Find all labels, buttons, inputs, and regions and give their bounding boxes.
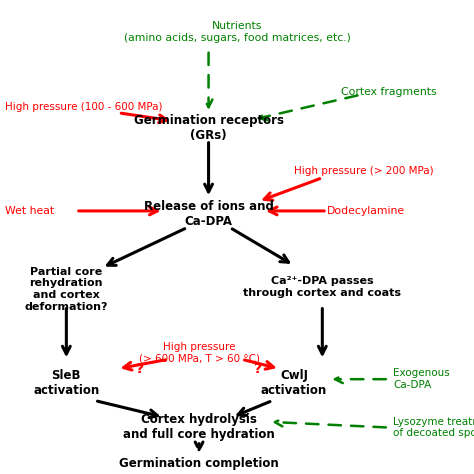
- Text: CwlJ
activation: CwlJ activation: [261, 369, 327, 397]
- Text: High pressure
(> 600 MPa, T > 60 °C): High pressure (> 600 MPa, T > 60 °C): [138, 342, 260, 364]
- Text: Cortex hydrolysis
and full core hydration: Cortex hydrolysis and full core hydratio…: [123, 412, 275, 441]
- Text: Nutrients
(amino acids, sugars, food matrices, etc.): Nutrients (amino acids, sugars, food mat…: [124, 21, 350, 43]
- Text: Dodecylamine: Dodecylamine: [327, 206, 405, 216]
- Text: SleB
activation: SleB activation: [33, 369, 100, 397]
- Text: Ca²⁺-DPA passes
through cortex and coats: Ca²⁺-DPA passes through cortex and coats: [243, 276, 401, 298]
- Text: Lysozyme treatment
of decoated spores: Lysozyme treatment of decoated spores: [393, 417, 474, 438]
- Text: High pressure (> 200 MPa): High pressure (> 200 MPa): [294, 165, 434, 176]
- Text: ?: ?: [254, 362, 263, 376]
- Text: Partial core
rehydration
and cortex
deformation?: Partial core rehydration and cortex defo…: [25, 267, 108, 311]
- Text: Wet heat: Wet heat: [5, 206, 54, 216]
- Text: High pressure (100 - 600 MPa): High pressure (100 - 600 MPa): [5, 101, 162, 112]
- Text: Release of ions and
Ca-DPA: Release of ions and Ca-DPA: [144, 200, 273, 228]
- Text: Germination receptors
(GRs): Germination receptors (GRs): [134, 114, 283, 142]
- Text: Germination completion: Germination completion: [119, 457, 279, 470]
- Text: ?: ?: [136, 362, 144, 376]
- Text: Exogenous
Ca-DPA: Exogenous Ca-DPA: [393, 368, 450, 390]
- Text: Cortex fragments: Cortex fragments: [341, 87, 437, 98]
